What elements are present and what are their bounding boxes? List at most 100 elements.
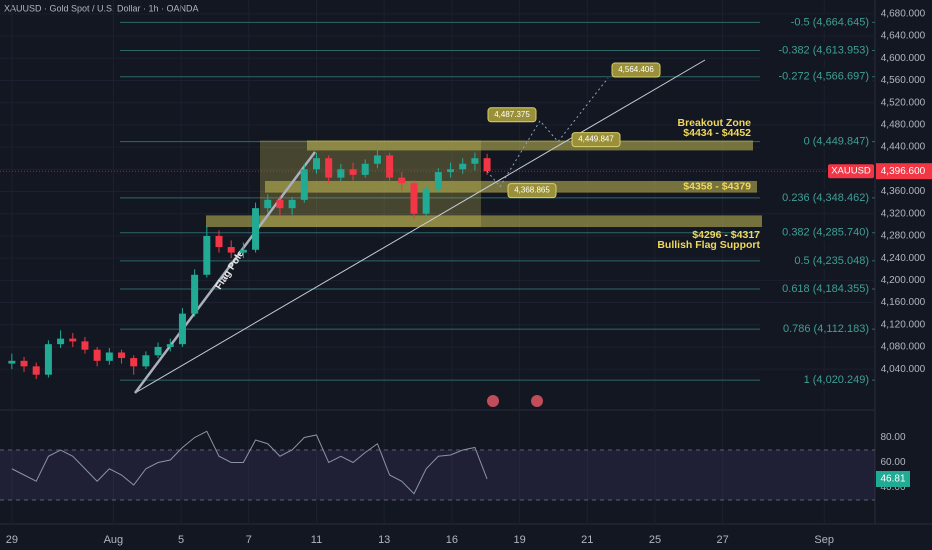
trendline [134,59,706,394]
candle-body [398,177,406,184]
candle-body [483,158,491,172]
x-tick-label: 27 [717,534,729,546]
candle-body [349,169,357,175]
x-tick-label: 11 [311,534,322,546]
candle-body [276,199,284,209]
x-tick-label: 19 [513,534,525,546]
candle-body [8,360,16,364]
y-tick-label: 4,080.000 [881,342,926,353]
price-tag: 4,396.600 [881,166,926,177]
fib-label-bg [760,133,872,150]
fib-label-bg [760,252,872,269]
event-icon[interactable] [487,395,499,407]
fib-label-bg [760,321,872,338]
x-tick-label: Sep [814,534,834,546]
rsi-tag: 46.81 [880,474,905,485]
symbol-title: XAUUSD · Gold Spot / U.S. Dollar · 1h · … [4,3,199,13]
fib-label: -0.382 (4,613.953) [778,44,869,56]
y-tick-label: 4,640.000 [881,31,926,42]
fib-label: 0.236 (4,348.462) [782,192,869,204]
candle-body [264,199,272,209]
candle-body [130,358,138,367]
candle-body [471,158,479,164]
rsi-line [11,430,488,495]
zone-label: $4358 - $4379 [683,181,751,193]
candle-body [239,249,247,253]
y-tick-label: 4,240.000 [881,253,926,264]
zone-title: Breakout Zone [677,117,751,129]
candle-body [410,183,418,214]
y-tick-label: 4,120.000 [881,319,926,330]
zone [206,215,762,228]
candle-body [215,235,223,248]
symbol-tag: XAUUSD [831,166,871,177]
candle-body [325,158,333,178]
fib-label: 1 (4,020.249) [804,374,869,386]
fib-label: -0.272 (4,566.697) [778,71,869,83]
candle-body [386,155,394,178]
projection-label-bg [611,62,661,78]
candle-body [81,341,89,350]
fib-label: 0.5 (4,235.048) [794,255,869,267]
candle-body [69,338,77,342]
projection-label: 4,368.865 [514,186,550,195]
fib-label: 0.618 (4,184.355) [782,283,869,295]
rsi-tag-bg [876,470,910,487]
candle-body [459,163,467,170]
y-tick-label: 4,560.000 [881,75,926,86]
y-tick-label: 4,200.000 [881,275,926,286]
y-tick-label: 4,280.000 [881,231,926,242]
zone-label: $4434 - $4452 [683,127,751,139]
candle-body [288,199,296,209]
candle-body [178,313,186,345]
fib-label-bg [760,42,872,59]
y-tick-label: 4,600.000 [881,53,926,64]
x-tick-label: 21 [581,534,593,546]
fib-label-bg [760,68,872,85]
fib-label-bg [760,189,872,206]
projection-label: 4,487.375 [494,110,530,119]
x-tick-label: 13 [378,534,390,546]
candle-body [337,169,345,178]
zone-label: $4296 - $4317 [692,229,760,241]
fib-label: 0 (4,449.847) [804,136,869,148]
candle-body [93,349,101,361]
candle-body [154,346,162,356]
x-tick-label: 25 [649,534,661,546]
event-icon[interactable] [531,395,543,407]
zone [307,140,753,151]
rsi-band [0,450,875,500]
x-tick-label: 29 [6,534,18,546]
y-tick-label: 4,320.000 [881,208,926,219]
fib-label-bg [760,224,872,241]
candle-body [252,208,260,250]
symbol-tag-bg [828,164,874,179]
rsi-tick-label: 40.00 [880,482,905,493]
candle-body [166,344,174,347]
zone-title: Bullish Flag Support [657,239,760,251]
fib-label: 0.786 (4,112.183) [783,323,869,335]
candle-body [300,169,308,200]
candle-body [20,360,28,367]
candle-body [312,158,320,170]
candle-body [422,188,430,214]
projection-label-bg [571,132,621,148]
x-tick-label: 16 [446,534,458,546]
candle-body [118,352,126,359]
candle-body [105,352,113,361]
candle-body [142,355,150,367]
projection-label-bg [487,107,537,123]
candle-body [434,172,442,189]
candle-body [32,366,40,375]
candle-body [361,163,369,175]
x-tick-label: Aug [104,534,124,546]
y-tick-label: 4,520.000 [881,97,926,108]
y-tick-label: 4,680.000 [881,9,926,20]
candle-body [44,344,52,375]
rsi-tick-label: 60.00 [880,457,905,468]
rsi-tick-label: 80.00 [880,432,905,443]
fib-label-bg [760,372,872,389]
y-tick-label: 4,440.000 [881,142,926,153]
